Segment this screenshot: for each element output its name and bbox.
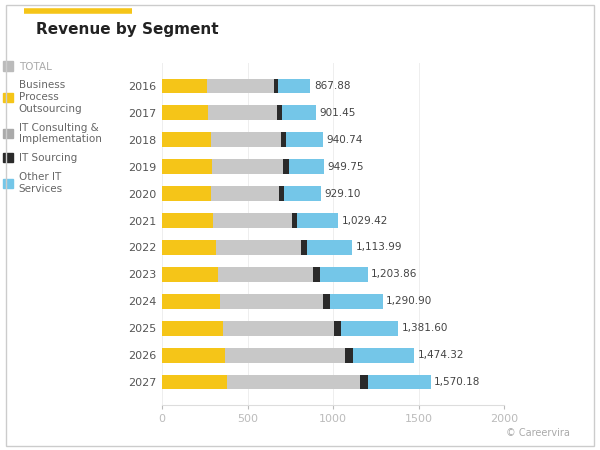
Bar — [162, 186, 211, 201]
Text: 1,029.42: 1,029.42 — [341, 216, 388, 225]
Bar — [353, 348, 414, 363]
Bar — [281, 132, 286, 147]
Bar — [214, 213, 292, 228]
Text: 867.88: 867.88 — [314, 81, 350, 91]
Bar — [162, 240, 216, 255]
Text: 1,381.60: 1,381.60 — [401, 323, 448, 333]
Bar — [284, 186, 321, 201]
Bar — [212, 159, 283, 174]
Bar — [162, 79, 208, 93]
Bar — [368, 375, 431, 389]
Text: Revenue by Segment: Revenue by Segment — [36, 22, 218, 37]
Bar — [301, 240, 307, 255]
Bar — [341, 321, 398, 336]
Bar — [292, 213, 298, 228]
Bar — [283, 159, 289, 174]
Text: 1,113.99: 1,113.99 — [356, 243, 403, 252]
Text: 1,290.90: 1,290.90 — [386, 296, 433, 306]
Bar — [330, 294, 383, 309]
Bar — [216, 240, 301, 255]
Bar — [162, 159, 212, 174]
Bar — [208, 79, 274, 93]
Text: 949.75: 949.75 — [328, 162, 364, 172]
Text: © Careervira: © Careervira — [506, 428, 570, 438]
Text: 901.45: 901.45 — [320, 108, 356, 118]
Text: 929.10: 929.10 — [324, 189, 361, 198]
Bar — [162, 375, 227, 389]
Text: 1,203.86: 1,203.86 — [371, 270, 418, 279]
Bar — [307, 240, 352, 255]
Legend: TOTAL, Business
Process
Outsourcing, IT Consulting &
Implementation, IT Sourcing: TOTAL, Business Process Outsourcing, IT … — [3, 61, 101, 194]
Bar — [225, 348, 345, 363]
Bar — [334, 321, 341, 336]
Bar — [320, 267, 368, 282]
Bar — [220, 294, 323, 309]
Bar — [227, 375, 359, 389]
Bar — [162, 213, 214, 228]
Bar — [208, 105, 277, 120]
Bar — [313, 267, 320, 282]
Bar — [323, 294, 330, 309]
Bar — [286, 132, 323, 147]
Bar — [298, 213, 338, 228]
Bar — [223, 321, 334, 336]
Bar — [162, 294, 220, 309]
Bar — [277, 105, 282, 120]
Bar — [279, 186, 284, 201]
Bar — [211, 186, 279, 201]
Bar — [278, 79, 310, 93]
Bar — [345, 348, 353, 363]
Bar — [359, 375, 368, 389]
Bar — [274, 79, 278, 93]
Bar — [162, 267, 218, 282]
Text: 1,474.32: 1,474.32 — [418, 350, 464, 360]
Bar — [211, 132, 281, 147]
Bar — [162, 132, 211, 147]
Text: 1,570.18: 1,570.18 — [434, 377, 480, 387]
Bar — [162, 348, 225, 363]
Bar — [162, 321, 223, 336]
Bar — [289, 159, 325, 174]
Text: 940.74: 940.74 — [326, 135, 362, 145]
Bar — [162, 105, 208, 120]
Bar — [282, 105, 316, 120]
Bar — [218, 267, 313, 282]
